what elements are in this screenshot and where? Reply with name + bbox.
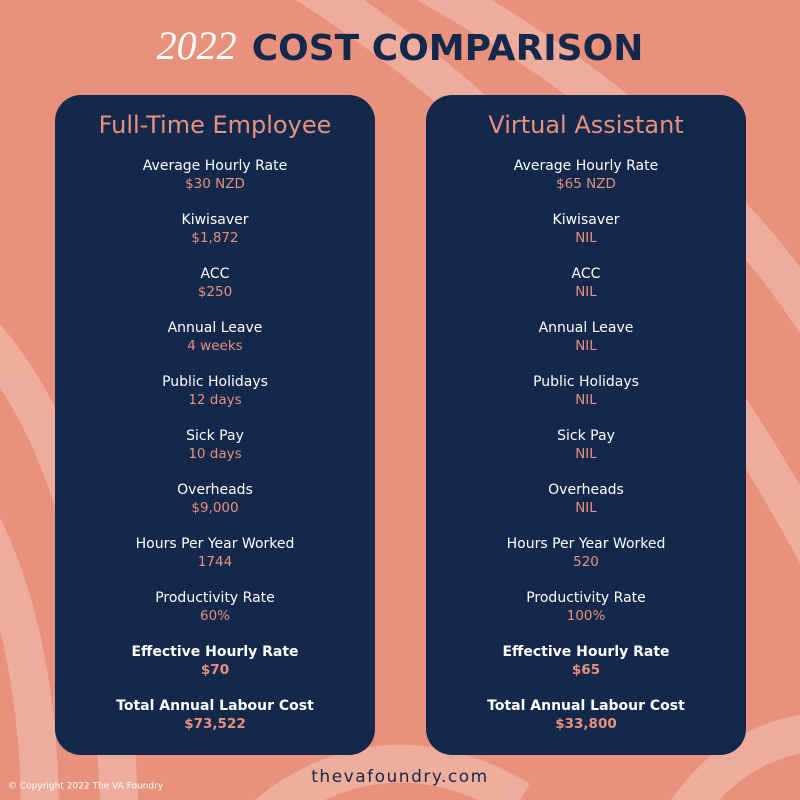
card — [426, 95, 746, 755]
row-label: ACC — [572, 266, 601, 282]
row-value: NIL — [575, 392, 597, 408]
row-label: Public Holidays — [162, 374, 268, 390]
row-label: Productivity Rate — [155, 590, 275, 606]
row-value: $65 — [572, 662, 600, 678]
row-value: $250 — [198, 284, 232, 300]
row-value: $70 — [201, 662, 229, 678]
row-label: Annual Leave — [539, 320, 634, 336]
row-label: Effective Hourly Rate — [131, 644, 298, 660]
website: thevafoundry.com — [311, 767, 488, 787]
row-label: Overheads — [548, 482, 624, 498]
row-value: 12 days — [188, 392, 241, 408]
row-label: Public Holidays — [533, 374, 639, 390]
row-value: 10 days — [188, 446, 241, 462]
row-label: Kiwisaver — [182, 212, 249, 228]
copyright: © Copyright 2022 The VA Foundry — [8, 782, 164, 792]
row-label: Average Hourly Rate — [514, 158, 658, 174]
title-year: 2022 — [157, 23, 237, 68]
row-value: $65 NZD — [556, 176, 616, 192]
card-title: Virtual Assistant — [488, 111, 683, 139]
row-label: Average Hourly Rate — [143, 158, 287, 174]
row-label: Kiwisaver — [553, 212, 620, 228]
row-label: Productivity Rate — [526, 590, 646, 606]
row-label: Sick Pay — [557, 428, 615, 444]
row-value: NIL — [575, 500, 597, 516]
row-value: $1,872 — [191, 230, 238, 246]
row-label: Total Annual Labour Cost — [116, 698, 314, 714]
card-title: Full-Time Employee — [99, 111, 332, 139]
row-label: Annual Leave — [168, 320, 263, 336]
row-label: Overheads — [177, 482, 253, 498]
row-label: ACC — [201, 266, 230, 282]
row-value: $9,000 — [191, 500, 238, 516]
row-value: 4 weeks — [187, 338, 242, 354]
row-value: NIL — [575, 338, 597, 354]
row-label: Total Annual Labour Cost — [487, 698, 685, 714]
row-label: Hours Per Year Worked — [136, 536, 295, 552]
row-value: $30 NZD — [185, 176, 245, 192]
card — [55, 95, 375, 755]
row-value: NIL — [575, 230, 597, 246]
row-value: NIL — [575, 284, 597, 300]
row-value: NIL — [575, 446, 597, 462]
row-value: $33,800 — [555, 716, 617, 732]
row-label: Hours Per Year Worked — [507, 536, 666, 552]
title-main: COST COMPARISON — [252, 28, 644, 69]
row-value: 1744 — [198, 554, 232, 570]
row-value: 520 — [573, 554, 599, 570]
row-value: 60% — [200, 608, 230, 624]
title: 2022 COST COMPARISON — [157, 23, 644, 69]
row-label: Sick Pay — [186, 428, 244, 444]
row-value: $73,522 — [184, 716, 246, 732]
row-label: Effective Hourly Rate — [502, 644, 669, 660]
row-value: 100% — [567, 608, 606, 624]
